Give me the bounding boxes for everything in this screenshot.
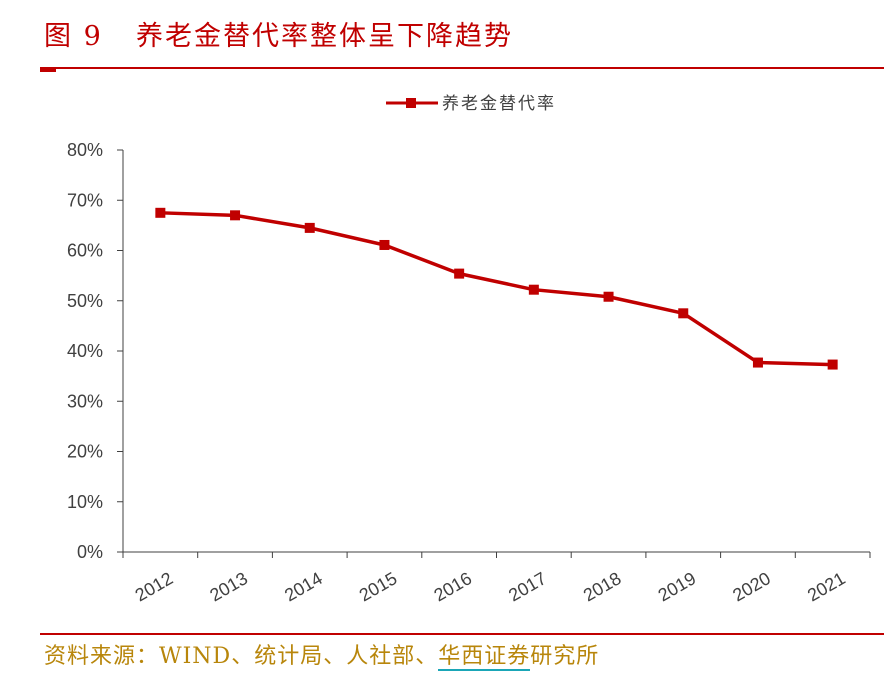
- chart-axes: [117, 150, 870, 558]
- x-axis-tick-label: 2015: [356, 568, 401, 605]
- y-axis-tick-label: 10%: [67, 492, 103, 512]
- legend-label: 养老金替代率: [442, 94, 556, 114]
- data-point-marker: [678, 308, 688, 318]
- footer-divider: [40, 633, 884, 635]
- x-axis-tick-label: 2021: [804, 568, 849, 605]
- x-axis-tick-label: 2012: [132, 568, 177, 605]
- chart-legend: 养老金替代率: [386, 94, 556, 114]
- series-line: [160, 213, 832, 365]
- line-chart: 养老金替代率 0%10%20%30%40%50%60%70%80% 2012 20…: [0, 0, 884, 630]
- y-axis-tick-label: 40%: [67, 341, 103, 361]
- series-line-layer: [155, 208, 837, 370]
- y-axis-tick-label: 80%: [67, 140, 103, 160]
- x-axis-tick-label: 2013: [206, 568, 251, 605]
- source-suffix: 研究所: [530, 644, 599, 669]
- data-point-marker: [529, 285, 539, 295]
- source-prefix: 资料来源：WIND、统计局、人社部、: [44, 644, 438, 669]
- x-axis-tick-label: 2020: [729, 568, 774, 605]
- data-point-marker: [454, 269, 464, 279]
- y-axis-tick-label: 50%: [67, 291, 103, 311]
- legend-marker-swatch: [406, 98, 416, 108]
- x-axis-tick-label: 2019: [655, 568, 700, 605]
- y-axis-tick-label: 0%: [77, 542, 103, 562]
- x-axis-tick-label: 2018: [580, 568, 625, 605]
- y-axis-tick-label: 70%: [67, 190, 103, 210]
- data-point-marker: [604, 292, 614, 302]
- x-axis-tick-label: 2016: [430, 568, 475, 605]
- data-point-marker: [828, 360, 838, 370]
- data-point-marker: [753, 358, 763, 368]
- data-point-marker: [305, 223, 315, 233]
- data-point-marker: [379, 240, 389, 250]
- x-axis-tick-labels: 2012 2013 2014 2015 2016 2017 2018 2019 2020 2021: [132, 568, 849, 605]
- x-axis-tick-label: 2017: [505, 568, 550, 605]
- data-point-marker: [230, 210, 240, 220]
- x-axis-tick-label: 2014: [281, 568, 326, 605]
- y-axis-tick-label: 60%: [67, 241, 103, 261]
- source-note: 资料来源：WIND、统计局、人社部、华西证券研究所: [44, 639, 844, 675]
- y-axis-tick-label: 20%: [67, 442, 103, 462]
- y-axis-tick-labels: 0% 10% 20% 30% 40% 50% 60% 70% 80%: [67, 140, 103, 562]
- y-axis-tick-label: 30%: [67, 391, 103, 411]
- source-brand: 华西证券: [438, 644, 530, 671]
- data-point-marker: [155, 208, 165, 218]
